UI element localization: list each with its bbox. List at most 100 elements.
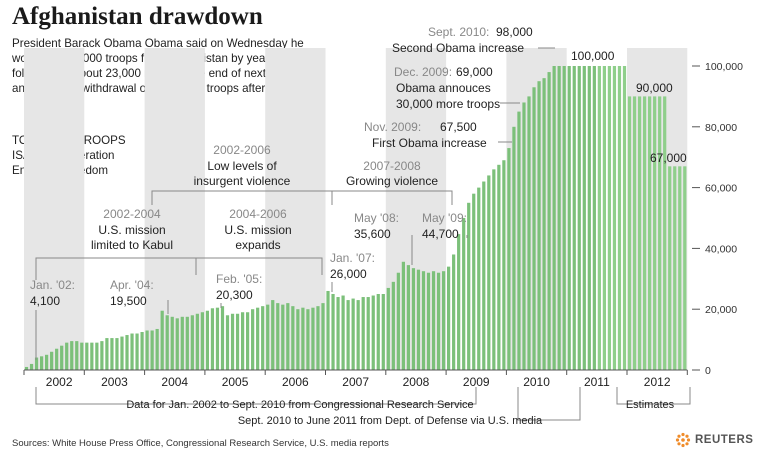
y-label-2: 40,000 [705, 243, 737, 255]
period-text-2004-2006-1: U.S. mission [224, 223, 291, 237]
bar-month-111 [582, 66, 586, 370]
bar-month-35 [200, 312, 204, 370]
bar-month-37 [210, 308, 215, 370]
y-label-3: 60,000 [705, 183, 737, 195]
y-label-4: 80,000 [705, 122, 737, 134]
bar-month-12 [85, 342, 89, 370]
bar-month-24 [145, 330, 149, 370]
bar-month-47 [261, 306, 265, 370]
bar-month-61 [331, 294, 335, 370]
bar-month-45 [251, 309, 255, 370]
bar-month-104 [547, 72, 551, 370]
callout-feb-05-date: Feb. '05: [216, 272, 262, 286]
x-label-2011: 2011 [584, 375, 610, 389]
callout-sep-10-date: Sept. 2010: [428, 25, 489, 39]
bar-month-83 [441, 271, 446, 370]
bar-month-20 [125, 335, 129, 370]
bar-month-11 [80, 342, 84, 370]
callout-dec-09-note-1: Obama annouces [396, 81, 491, 95]
bar-month-1 [29, 363, 34, 370]
callout-dec-09-value: 69,000 [456, 65, 493, 79]
bar-month-50 [276, 303, 280, 370]
bar-month-114 [597, 66, 601, 370]
bar-month-3 [39, 356, 44, 370]
bracket-2004-2006 [195, 257, 323, 275]
period-years-2007-2008: 2007-2008 [363, 159, 421, 173]
bar-month-15 [100, 341, 104, 370]
bar-month-21 [130, 333, 134, 370]
year-bands [24, 48, 688, 370]
bar-month-129 [673, 166, 677, 370]
bar-month-49 [271, 300, 275, 370]
bar-month-41 [230, 313, 235, 370]
bar-month-102 [537, 81, 541, 370]
year-band-2006 [265, 48, 326, 370]
bar-month-48 [266, 304, 270, 370]
bar-month-82 [436, 272, 441, 370]
bar-month-76 [406, 265, 411, 370]
x-label-2004: 2004 [161, 375, 188, 389]
bar-month-34 [195, 313, 199, 370]
bar-month-51 [281, 304, 285, 370]
year-band-2004 [144, 48, 205, 370]
bar-month-71 [381, 294, 385, 370]
callout-apr-04-value: 19,500 [110, 294, 147, 308]
bar-month-63 [341, 295, 345, 370]
callout-67000: 67,000 [650, 151, 687, 165]
callout-jan-07-value: 26,000 [330, 267, 367, 281]
year-band-2008 [385, 48, 447, 370]
bar-month-106 [557, 66, 561, 370]
bar-month-108 [567, 66, 571, 370]
bar-month-46 [256, 307, 260, 370]
bar-month-32 [185, 316, 189, 370]
callout-sep-10-note: Second Obama increase [392, 41, 524, 55]
bar-month-93 [492, 169, 496, 370]
bar-month-121 [632, 96, 637, 371]
year-band-2012 [627, 48, 688, 370]
bar-month-70 [376, 294, 380, 370]
period-years-2002-2006: 2002-2006 [213, 143, 271, 157]
footnote-estimates: Estimates [626, 399, 675, 411]
x-label-2006: 2006 [282, 375, 309, 389]
period-text-2002-2006-2: insurgent violence [194, 174, 291, 188]
bar-month-17 [110, 338, 114, 370]
bar-month-2 [34, 357, 39, 370]
bracket-dod [517, 387, 581, 421]
bar-month-30 [175, 318, 179, 370]
bar-month-131 [683, 166, 687, 370]
bar-month-16 [105, 338, 109, 370]
callout-nov-09-date: Nov. 2009: [364, 120, 421, 134]
bar-month-77 [411, 268, 416, 370]
bar-month-13 [90, 342, 94, 370]
bar-month-7 [60, 345, 64, 370]
bar-month-40 [225, 315, 230, 370]
x-label-2008: 2008 [403, 375, 430, 389]
bar-month-80 [426, 272, 431, 370]
bar-month-116 [607, 66, 612, 370]
bar-month-109 [572, 66, 576, 370]
bar-series [24, 66, 687, 371]
bar-month-62 [336, 297, 340, 370]
x-label-2007: 2007 [342, 375, 369, 389]
bar-month-33 [190, 315, 194, 370]
bar-month-113 [592, 66, 596, 370]
footnote-dod: Sept. 2010 to June 2011 from Dept. of De… [238, 415, 543, 427]
callout-nov-09-value: 67,500 [440, 120, 477, 134]
bar-month-44 [246, 312, 250, 370]
bar-month-75 [401, 261, 405, 370]
bar-month-105 [552, 66, 556, 370]
bar-month-103 [542, 78, 546, 370]
bar-month-95 [502, 160, 506, 370]
callout-feb-05-value: 20,300 [216, 288, 253, 302]
bar-month-25 [150, 330, 154, 370]
period-text-2002-2006-1: Low levels of [207, 159, 277, 173]
bar-month-64 [346, 300, 350, 370]
bar-month-92 [487, 175, 491, 370]
bar-month-0 [24, 366, 29, 370]
reuters-dots-icon [675, 432, 691, 448]
x-label-2010: 2010 [523, 375, 550, 389]
bar-month-85 [452, 254, 456, 370]
chart-title: Afghanistan drawdown [12, 3, 263, 30]
bar-month-84 [447, 266, 451, 370]
